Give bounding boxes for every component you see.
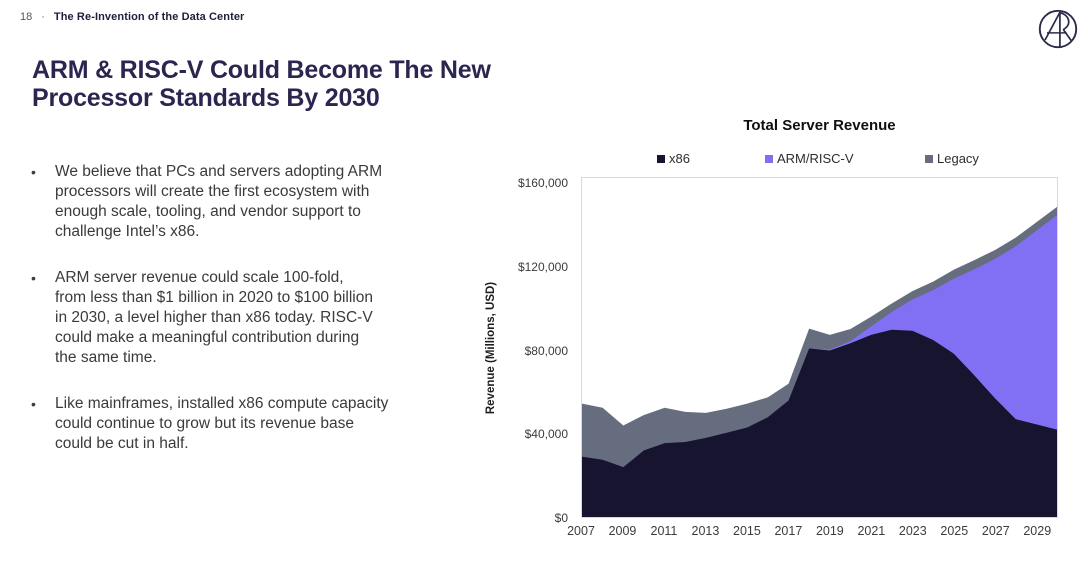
bullet-text: We believe that PCs and servers adopting… [55,163,383,240]
y-tick-label: $0 [554,511,568,525]
bullet-marker: • [31,396,36,412]
x-tick-label: 2027 [981,524,1010,538]
ark-logo-icon [1038,9,1078,49]
x-axis-ticks: 2007 2009 2011 2013 2015 2017 2019 2021 2023 2025… [567,524,1058,540]
legend-item-arm-risc-v: ARM/RISC-V [765,151,854,166]
legend-label-legacy: Legacy [937,151,979,166]
legend-swatch-x86 [657,154,665,163]
bullet-item: • ARM server revenue could scale 100-fold… [31,268,476,368]
area-x86 [582,329,1057,517]
y-tick-label: $40,000 [524,427,568,442]
x-tick-label: 2017 [774,524,803,538]
y-tick-label: $80,000 [524,343,568,358]
bullet-item: • Like mainframes, installed x86 compute … [31,394,476,454]
x-tick-label: 2011 [650,524,678,538]
y-axis-ticks: $0 $40,000 $80,000 $120,000 $160,000 [498,176,568,525]
separator-dot: · [41,11,45,23]
x-tick-label: 2013 [691,524,720,538]
x-tick-label: 2009 [608,524,637,538]
x-tick-label: 2029 [1023,524,1052,538]
title-line-2: Processor Standards By 2030 [32,84,380,112]
bullet-text: ARM server revenue could scale 100-fold,… [55,269,373,366]
bullet-list: • We believe that PCs and servers adoptin… [31,162,476,480]
x-tick-label: 2015 [733,524,761,538]
plot-area [581,177,1058,518]
legend-item-legacy: Legacy [925,151,979,166]
y-tick-label: $120,000 [517,259,568,274]
x-tick-label: 2023 [898,524,927,538]
x-tick-label: 2025 [940,524,969,538]
bullet-text: Like mainframes, installed x86 compute c… [55,395,389,452]
legend-label-arm-risc-v: ARM/RISC-V [777,151,854,166]
bullet-item: • We believe that PCs and servers adoptin… [31,162,476,242]
x-tick-label: 2019 [815,524,844,538]
bullet-marker: • [31,270,36,286]
booklet-title: The Re-Invention of the Data Center [53,11,245,23]
chart-legend: x86 ARM/RISC-V Legacy [581,151,1058,168]
legend-swatch-arm-risc-v [765,154,773,163]
page-number: 18 [20,11,33,23]
page-header: 18 · The Re-Invention of the Data Center [20,11,244,23]
page-title: ARM & RISC-V Could Become The New Process… [32,56,491,112]
legend-label-x86: x86 [669,151,690,166]
y-tick-label: $160,000 [517,176,568,190]
bullet-marker: • [31,164,36,180]
revenue-area-chart [582,206,1057,517]
legend-swatch-legacy [925,154,933,163]
x-tick-label: 2021 [857,524,886,538]
title-line-1: ARM & RISC-V Could Become The New [32,56,491,84]
chart-title: Total Server Revenue [743,117,896,134]
legend-item-x86: x86 [657,151,690,166]
x-tick-label: 2007 [567,524,595,538]
y-axis-title: Revenue (Millions, USD) [485,281,497,415]
